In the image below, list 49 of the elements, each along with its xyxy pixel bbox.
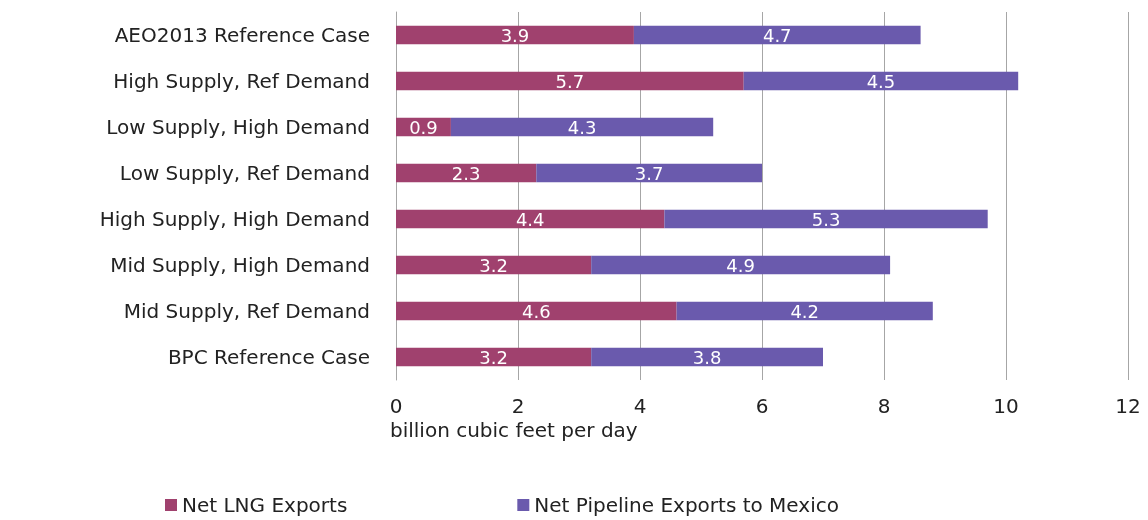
bar [676,301,933,321]
bar [536,163,762,183]
y-tick-label: Mid Supply, Ref Demand [123,299,370,323]
y-tick-label: High Supply, High Demand [99,207,370,231]
data-label: 5.3 [811,208,841,230]
x-tick-label: 2 [511,394,525,418]
data-label: 3.8 [692,346,722,368]
legend-label: Net LNG Exports [182,493,348,517]
x-tick-label: 0 [389,394,403,418]
y-tick-label: AEO2013 Reference Case [114,23,370,47]
bar [664,209,988,229]
data-label: 4.7 [762,24,792,46]
bar [396,209,665,229]
bar [743,71,1019,91]
x-tick-label: 10 [993,394,1019,418]
data-label: 4.2 [790,300,820,322]
x-tick-label: 4 [633,394,647,418]
data-label: 0.9 [409,116,438,138]
x-tick-label: 6 [755,394,769,418]
y-tick-label: Low Supply, High Demand [106,115,370,139]
x-tick-label: 8 [877,394,891,418]
data-label: 3.9 [500,24,530,46]
y-tick-label: BPC Reference Case [167,345,370,369]
legend-label: Net Pipeline Exports to Mexico [534,493,839,517]
bar [396,71,744,91]
bar [396,347,592,367]
bar [396,163,537,183]
data-label: 4.6 [521,300,551,322]
data-label: 4.3 [567,116,597,138]
bar [396,255,592,275]
data-label: 5.7 [555,70,585,92]
data-label: 4.5 [866,70,896,92]
data-label: 4.4 [515,208,545,230]
y-tick-label: Mid Supply, High Demand [110,253,370,277]
bar [396,25,634,45]
bar [591,347,823,367]
bar [633,25,921,45]
x-axis-title: billion cubic feet per day [390,418,638,442]
bar [450,117,714,137]
y-tick-label: High Supply, Ref Demand [113,69,370,93]
data-label: 3.7 [634,162,664,184]
x-tick-label: 12 [1115,394,1141,418]
data-label: 3.2 [479,346,508,368]
data-label: 3.2 [479,254,508,276]
bar [591,255,891,275]
data-label: 2.3 [451,162,481,184]
y-tick-label: Low Supply, Ref Demand [119,161,370,185]
data-label: 4.9 [726,254,755,276]
bar [396,301,677,321]
